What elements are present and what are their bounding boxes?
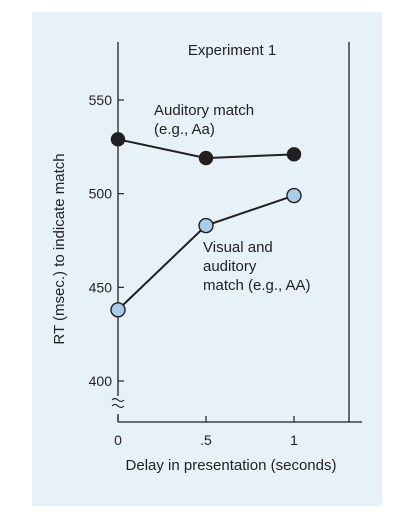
data-point-series-2 — [110, 302, 126, 318]
y-axis-label: RT (msec.) to indicate match — [51, 153, 68, 344]
data-point-series-1 — [286, 147, 302, 162]
y-tick-label: 550 — [89, 92, 113, 108]
series-layer — [110, 132, 302, 318]
series-label-2: Visual and — [203, 239, 273, 256]
y-ticks: 400 450 500 550 — [89, 92, 124, 389]
figure-panel: Experiment 1 400 450 500 550 0.5 1 Auditory … — [32, 12, 382, 506]
x-tick-label: 0 — [114, 432, 122, 448]
data-point-series-2 — [286, 187, 302, 204]
x-axis-label: Delay in presentation (seconds) — [126, 457, 337, 474]
data-point-series-2 — [198, 217, 214, 234]
series-label-1: (e.g., Aa) — [154, 121, 215, 138]
y-tick-label: 450 — [89, 279, 113, 295]
x-ticks: 0.5 1 — [114, 416, 298, 448]
axis-break-icon — [111, 397, 125, 409]
chart-title: Experiment 1 — [188, 42, 276, 59]
data-point-series-1 — [110, 132, 126, 147]
series-label-2: match (e.g., AA) — [203, 277, 311, 294]
series-label-2: auditory — [203, 258, 257, 275]
y-tick-label: 500 — [89, 186, 113, 202]
x-tick-label: 1 — [290, 432, 298, 448]
y-tick-label: 400 — [89, 373, 113, 389]
data-point-series-1 — [198, 150, 214, 166]
series-labels: Auditory match (e.g., Aa) Visual and audito… — [154, 102, 311, 294]
series-label-1: Auditory match — [154, 102, 254, 119]
x-tick-label: .5 — [200, 432, 212, 448]
